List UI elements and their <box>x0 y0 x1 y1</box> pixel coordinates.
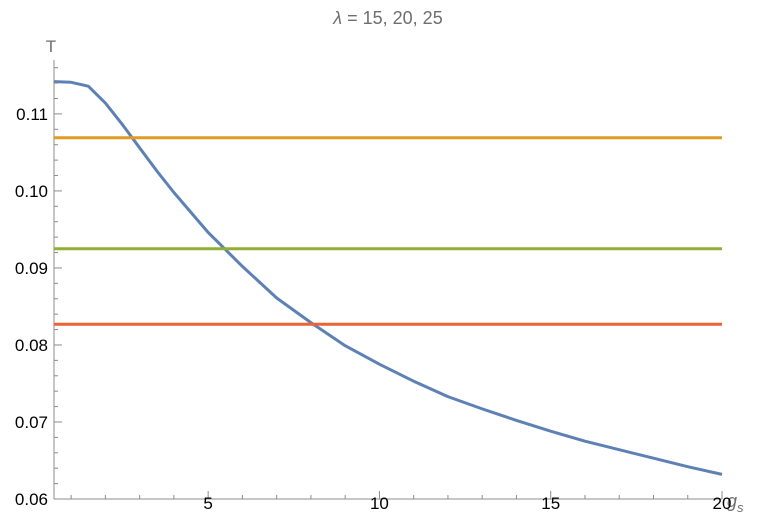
title-values: = 15, 20, 25 <box>342 8 443 28</box>
chart-title: λ = 15, 20, 25 <box>332 8 442 28</box>
y-tick-label-0.07: 0.07 <box>15 413 48 432</box>
x-tick-label-20: 20 <box>713 494 732 512</box>
axes <box>53 60 722 500</box>
x-axis-label-subscript: s <box>737 500 744 512</box>
y-tick-label-0.11: 0.11 <box>16 105 48 124</box>
x-axis-label: gs <box>727 491 744 512</box>
x-tick-label-5: 5 <box>203 494 212 512</box>
title-lambda-symbol: λ <box>332 8 342 28</box>
x-tick-label-15: 15 <box>541 494 560 512</box>
y-axis-label: T <box>46 37 56 56</box>
y-tick-label-0.10: 0.10 <box>15 182 48 201</box>
ticks-layer: 5 10 15 20 0.06 0.07 0.08 0.09 0.10 0.11 <box>15 67 732 512</box>
y-tick-label-0.06: 0.06 <box>15 490 48 509</box>
series-line-1 <box>53 80 723 476</box>
series-layer <box>53 80 723 476</box>
x-tick-label-10: 10 <box>370 494 389 512</box>
x-axis-label-base: g <box>727 491 737 511</box>
y-tick-label-0.09: 0.09 <box>15 259 48 278</box>
y-tick-label-0.08: 0.08 <box>15 336 48 355</box>
